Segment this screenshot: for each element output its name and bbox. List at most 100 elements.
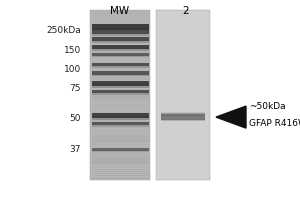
- Bar: [92, 125, 148, 126]
- Bar: [92, 158, 148, 160]
- Bar: [92, 175, 148, 176]
- Bar: [92, 85, 148, 86]
- Bar: [92, 13, 148, 15]
- Bar: [92, 97, 148, 99]
- Text: 250kDa: 250kDa: [46, 26, 81, 35]
- Bar: [92, 71, 148, 75]
- Bar: [92, 30, 148, 34]
- Bar: [92, 26, 148, 27]
- Polygon shape: [216, 106, 246, 128]
- Bar: [92, 68, 148, 69]
- Bar: [92, 55, 148, 57]
- Bar: [92, 99, 148, 101]
- Bar: [92, 48, 148, 51]
- Text: 100: 100: [64, 65, 81, 74]
- Bar: [92, 169, 148, 170]
- Bar: [92, 11, 148, 13]
- Bar: [92, 53, 148, 55]
- Bar: [92, 93, 148, 95]
- Bar: [92, 139, 148, 141]
- Bar: [92, 40, 148, 43]
- Bar: [92, 114, 148, 116]
- Bar: [92, 165, 148, 166]
- Bar: [160, 114, 206, 120]
- Bar: [92, 24, 148, 30]
- Bar: [92, 39, 148, 40]
- Text: 2: 2: [183, 6, 189, 16]
- Bar: [92, 41, 148, 42]
- Bar: [92, 92, 148, 95]
- Bar: [92, 141, 148, 143]
- Bar: [92, 135, 148, 137]
- Text: 150: 150: [64, 46, 81, 55]
- Bar: [92, 34, 148, 36]
- Bar: [92, 89, 148, 90]
- Bar: [92, 47, 148, 48]
- Text: GFAP R416WT: GFAP R416WT: [249, 119, 300, 128]
- Text: MW: MW: [110, 6, 130, 16]
- Text: 75: 75: [70, 84, 81, 93]
- Bar: [92, 127, 148, 128]
- Bar: [92, 104, 148, 105]
- Bar: [92, 60, 148, 61]
- Bar: [92, 83, 148, 84]
- Bar: [92, 137, 148, 139]
- Bar: [92, 81, 148, 82]
- Bar: [90, 10, 150, 180]
- Bar: [92, 24, 148, 25]
- Bar: [92, 150, 148, 152]
- Bar: [92, 43, 148, 44]
- Bar: [92, 90, 148, 93]
- Bar: [92, 148, 148, 149]
- Bar: [92, 55, 148, 57]
- Bar: [92, 74, 148, 76]
- Bar: [92, 112, 148, 113]
- Bar: [92, 122, 148, 126]
- Bar: [92, 167, 148, 168]
- Bar: [92, 116, 148, 120]
- Bar: [92, 154, 148, 155]
- Text: 50: 50: [70, 114, 81, 123]
- Bar: [160, 113, 206, 116]
- Bar: [92, 106, 148, 107]
- Bar: [92, 162, 148, 164]
- Bar: [92, 148, 148, 151]
- Bar: [92, 36, 148, 38]
- Bar: [92, 45, 148, 49]
- Bar: [92, 160, 148, 162]
- Bar: [92, 129, 148, 130]
- Bar: [92, 156, 148, 158]
- Bar: [92, 150, 148, 151]
- Bar: [156, 10, 210, 180]
- Bar: [92, 76, 148, 78]
- Bar: [92, 62, 148, 63]
- Bar: [92, 108, 148, 109]
- Bar: [92, 102, 148, 103]
- Bar: [92, 72, 148, 74]
- Bar: [92, 125, 148, 127]
- Bar: [92, 66, 148, 67]
- Text: 37: 37: [70, 145, 81, 154]
- Bar: [92, 70, 148, 71]
- Bar: [92, 131, 148, 132]
- Bar: [92, 144, 148, 145]
- Bar: [92, 53, 148, 56]
- Bar: [92, 123, 148, 124]
- Bar: [92, 63, 148, 66]
- Bar: [92, 146, 148, 147]
- Bar: [160, 112, 206, 114]
- Bar: [92, 177, 148, 179]
- Bar: [92, 33, 148, 36]
- Bar: [92, 18, 148, 19]
- Bar: [92, 95, 148, 97]
- Bar: [92, 133, 148, 134]
- Bar: [92, 32, 148, 34]
- Text: ~50kDa: ~50kDa: [249, 102, 286, 111]
- Bar: [92, 45, 148, 46]
- Bar: [160, 118, 206, 121]
- Bar: [92, 15, 148, 17]
- Bar: [92, 64, 148, 65]
- Bar: [92, 57, 148, 59]
- Bar: [92, 65, 148, 68]
- Bar: [92, 110, 148, 111]
